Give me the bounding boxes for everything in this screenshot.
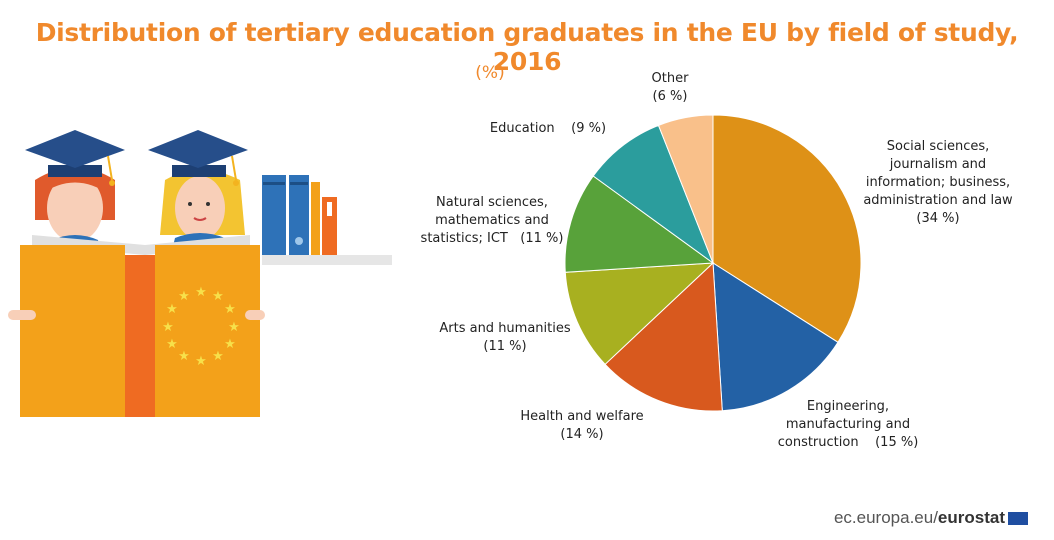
svg-text:★: ★ [195,285,207,300]
slice-label-2: Health and welfare (14 %) [520,409,644,442]
slice-label-5: Education (9 %) [489,121,607,136]
eu-book: ★ ★★ ★★★ ★★★ ★★★ [8,235,265,417]
graduate-right [148,130,248,250]
pie-slice-0 [712,114,862,343]
svg-text:★: ★ [178,289,190,304]
chart-unit: (%) [475,63,505,83]
book-blue-2 [289,175,309,255]
book-orange [322,197,337,255]
book-blue-1 [262,175,286,255]
pie-chart [564,114,862,412]
slice-label-6: Other (6 %) [651,71,689,104]
chart-title: Distribution of tertiary education gradu… [35,18,1019,76]
pie-slice-6 [657,114,714,264]
svg-text:★: ★ [224,337,236,352]
pie-slice-3 [564,262,715,366]
footer: ec.europa.eu/ eurostat [834,508,1028,528]
shelf [262,255,392,265]
svg-text:★: ★ [166,337,178,352]
svg-text:★: ★ [212,289,224,304]
svg-text:★: ★ [162,320,174,335]
slice-label-0: Social sciences, journalism and informat… [863,139,1013,226]
slice-label-3: Arts and humanities (11 %) [439,321,571,354]
slice-label-4: Natural sciences, mathematics and statis… [420,195,564,246]
pie-slice-2 [604,261,723,412]
footer-site: ec.europa.eu/ [833,508,938,527]
svg-text:★: ★ [224,302,236,317]
svg-text:★: ★ [212,349,224,364]
pie-slice-4 [564,175,715,273]
graduates-illustration: ★ ★★ ★★★ ★★★ ★★★ [8,130,392,417]
book-yellow [311,182,320,255]
slice-label-1: Engineering, manufacturing and construct… [777,399,919,450]
svg-text:★: ★ [166,302,178,317]
svg-text:★: ★ [178,349,190,364]
graduate-left [25,130,125,250]
pie-slice-1 [712,262,839,412]
eu-flag-icon [1008,511,1028,525]
svg-text:★: ★ [195,354,207,369]
pie-slice-5 [592,124,715,265]
svg-text:★: ★ [228,320,240,335]
footer-brand: eurostat [937,508,1005,527]
